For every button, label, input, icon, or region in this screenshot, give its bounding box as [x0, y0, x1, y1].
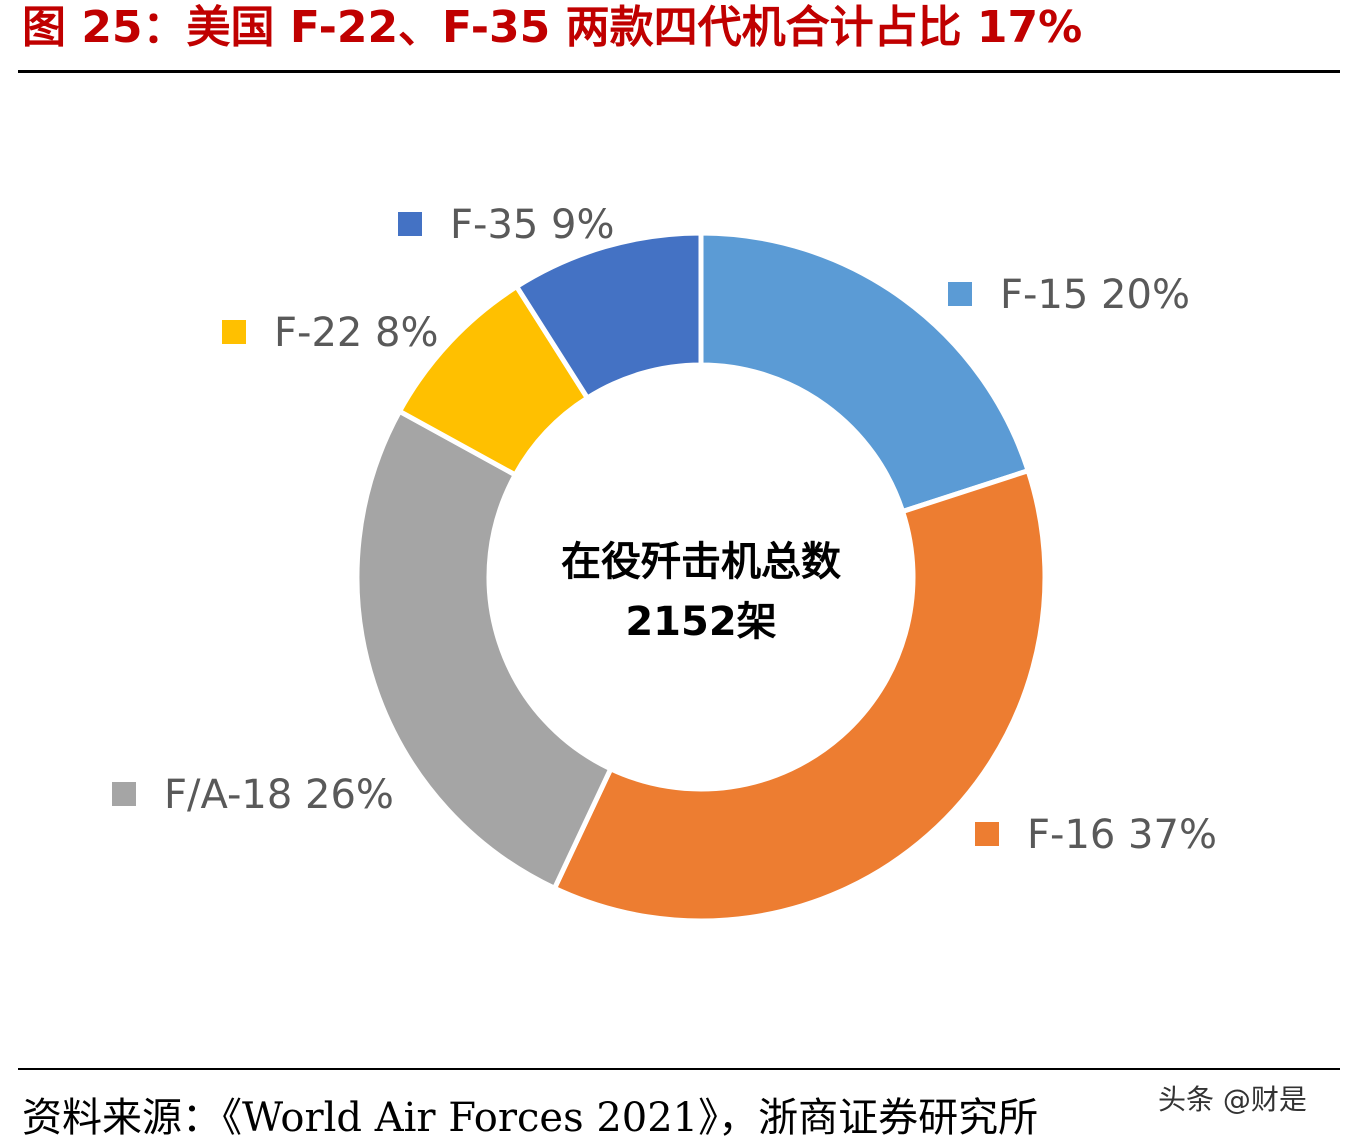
center-label-line-1: 在役歼击机总数: [561, 539, 841, 585]
legend-label-f-16: F-16 37%: [1027, 812, 1217, 858]
legend-label-f-22: F-22 8%: [274, 310, 439, 356]
center-label-line-2: 2152架: [625, 599, 776, 645]
legend-label-f-15: F-15 20%: [1000, 272, 1190, 318]
slice-labels: F-15 20% F-16 37% F/A-18 26% F-22 8% F-35 9%: [112, 202, 1217, 858]
legend-swatch-f-35: [398, 212, 422, 236]
legend-swatch-f-22: [222, 320, 246, 344]
slice-f-a-18: [354, 407, 615, 892]
donut-slices: [354, 230, 1048, 924]
source-divider: [18, 1068, 1340, 1070]
legend-swatch-f-16: [975, 822, 999, 846]
legend-label-f-35: F-35 9%: [450, 202, 615, 248]
figure-title: 图 25：美国 F-22、F-35 两款四代机合计占比 17%: [22, 2, 1083, 53]
legend-label-f-a-18: F/A-18 26%: [164, 772, 394, 818]
watermark: 头条 @财是: [1158, 1083, 1307, 1116]
slice-f-16: [551, 467, 1048, 924]
slice-f-35: [513, 230, 704, 402]
slice-f-15: [698, 230, 1032, 515]
legend-swatch-f-a-18: [112, 782, 136, 806]
source-note: 资料来源：《World Air Forces 2021》，浙商证券研究所: [22, 1095, 1039, 1141]
title-divider: [18, 70, 1340, 73]
legend-swatch-f-15: [948, 282, 972, 306]
